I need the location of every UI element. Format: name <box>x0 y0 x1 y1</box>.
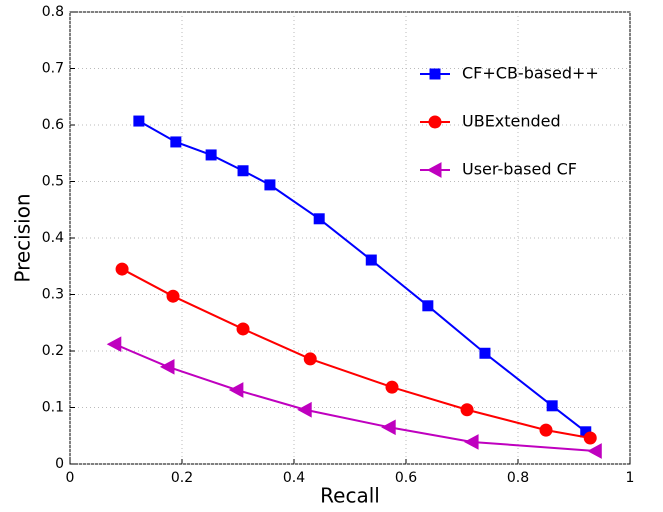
marker <box>313 213 325 225</box>
marker <box>428 115 442 129</box>
y-tick-label: 0.8 <box>42 4 64 20</box>
marker <box>237 165 249 177</box>
x-tick-label: 0.2 <box>171 470 193 486</box>
marker <box>381 419 396 436</box>
marker <box>479 347 491 359</box>
marker <box>429 68 441 80</box>
x-axis-label: Recall <box>320 484 380 508</box>
marker <box>422 300 434 312</box>
marker <box>115 262 129 276</box>
marker <box>297 401 312 418</box>
marker <box>205 149 217 161</box>
legend-label: User-based CF <box>462 160 577 179</box>
y-tick-label: 0.4 <box>42 230 64 246</box>
x-tick-label: 0 <box>66 470 75 486</box>
y-tick-label: 0.3 <box>42 287 64 303</box>
marker <box>106 336 122 353</box>
y-tick-label: 0.7 <box>42 61 64 77</box>
marker <box>385 380 399 394</box>
y-axis-label: Precision <box>11 193 35 282</box>
marker <box>583 431 597 445</box>
legend-label: UBExtended <box>462 112 561 131</box>
marker <box>365 254 377 266</box>
y-tick-label: 0.2 <box>42 343 64 359</box>
y-tick-label: 0 <box>55 456 64 472</box>
marker <box>133 115 145 127</box>
marker <box>587 443 602 459</box>
y-tick-label: 0.1 <box>42 400 64 416</box>
marker <box>546 400 558 412</box>
marker <box>426 162 442 178</box>
marker <box>464 434 479 450</box>
marker <box>264 179 276 191</box>
legend-label: CF+CB-based++ <box>462 64 599 83</box>
marker <box>228 382 244 398</box>
x-tick-label: 1 <box>626 470 635 486</box>
x-tick-label: 0.4 <box>283 470 305 486</box>
y-tick-label: 0.5 <box>42 174 64 190</box>
marker <box>539 423 553 437</box>
marker <box>236 322 250 336</box>
x-tick-label: 0.6 <box>395 470 417 486</box>
marker <box>166 289 180 303</box>
marker <box>303 352 317 366</box>
marker <box>159 358 175 375</box>
y-tick-label: 0.6 <box>42 117 64 133</box>
marker <box>170 136 182 148</box>
x-tick-label: 0.8 <box>507 470 529 486</box>
marker <box>460 403 474 417</box>
series-line <box>121 268 591 439</box>
